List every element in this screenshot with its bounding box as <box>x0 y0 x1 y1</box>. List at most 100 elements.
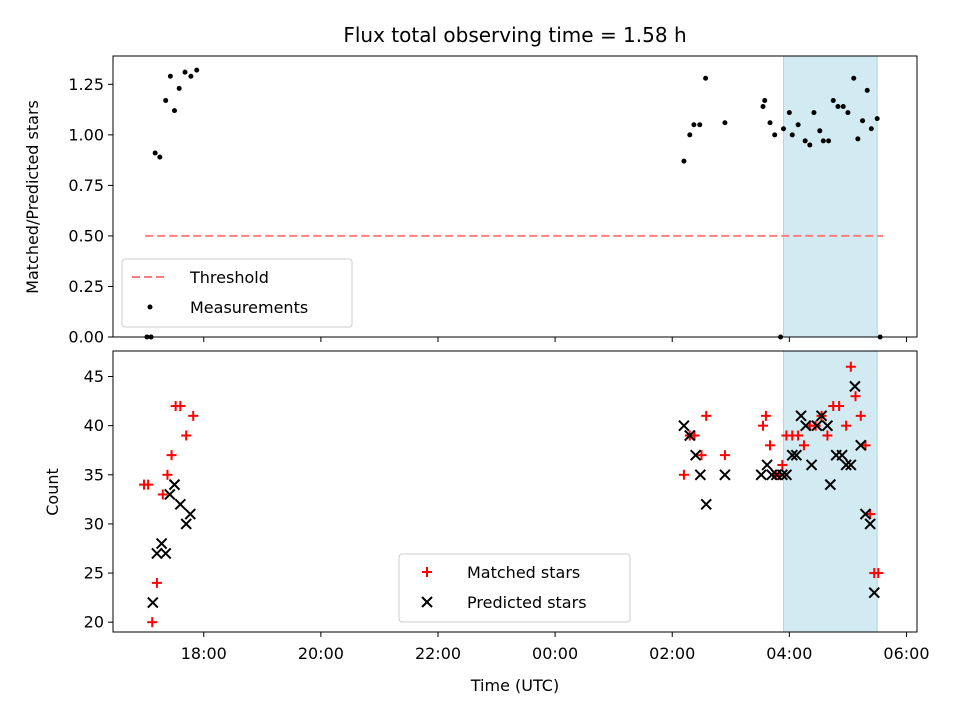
legend-label: Threshold <box>189 268 269 287</box>
data-point <box>864 518 876 530</box>
data-point <box>868 126 874 132</box>
data-point <box>845 110 851 116</box>
data-point <box>780 469 793 481</box>
data-point <box>755 469 767 481</box>
bottom-series-matched-stars <box>139 361 884 628</box>
top-y-tick-label: 1.00 <box>68 125 104 144</box>
data-point <box>786 110 792 116</box>
top-y-tick-label: 0.75 <box>68 176 104 195</box>
bottom-y-tick-label: 20 <box>84 613 104 632</box>
legend-label: Matched stars <box>467 563 580 582</box>
top-y-tick-label: 0.25 <box>68 277 104 296</box>
data-point <box>762 97 768 103</box>
data-point <box>701 410 712 421</box>
bottom-x-tick-label: 00:00 <box>532 644 578 663</box>
bottom-legend: Matched stars Predicted stars <box>398 553 631 623</box>
data-point <box>765 440 776 451</box>
data-point <box>822 430 833 441</box>
data-point <box>855 410 866 421</box>
data-point <box>180 518 192 530</box>
data-point <box>776 469 789 481</box>
data-point <box>841 420 852 431</box>
data-point <box>167 73 173 79</box>
top-shaded-span <box>782 55 878 338</box>
data-point <box>826 138 832 144</box>
data-point <box>176 85 182 91</box>
top-y-axis-label: Matched/Predicted stars <box>23 100 42 294</box>
data-point <box>157 489 168 500</box>
data-point <box>696 450 707 461</box>
data-point <box>868 586 880 599</box>
data-point <box>152 150 158 156</box>
data-point <box>722 120 728 126</box>
bottom-x-tick-label: 20:00 <box>298 644 344 663</box>
data-point <box>143 479 154 490</box>
data-point <box>850 391 861 402</box>
data-point <box>157 154 163 160</box>
data-point <box>830 97 836 103</box>
data-point <box>147 617 158 628</box>
legend-marker-x <box>421 596 433 608</box>
data-point <box>175 401 186 412</box>
data-point <box>845 459 857 471</box>
data-point <box>760 410 771 421</box>
data-point <box>836 449 848 461</box>
data-point <box>703 75 709 81</box>
data-point <box>807 142 813 148</box>
data-point <box>694 469 707 481</box>
data-point <box>194 67 200 73</box>
legend-label: Measurements <box>190 298 308 317</box>
top-y-tick-label: 0.50 <box>68 226 104 245</box>
data-point <box>840 459 852 471</box>
bottom-x-tick-label: 18:00 <box>181 644 227 663</box>
data-point <box>766 469 778 481</box>
data-point <box>860 118 866 124</box>
data-point <box>155 537 168 550</box>
bottom-y-tick-label: 25 <box>84 564 104 583</box>
data-point <box>849 380 861 393</box>
data-point <box>824 478 837 491</box>
data-point <box>777 459 788 470</box>
top-axes-frame <box>112 55 918 338</box>
data-point <box>864 87 870 93</box>
data-point <box>163 97 169 103</box>
data-point <box>719 469 731 481</box>
data-point <box>188 73 194 79</box>
data-point <box>181 430 192 441</box>
data-point <box>678 419 690 432</box>
data-point <box>817 128 823 134</box>
data-point <box>855 136 861 142</box>
top-y-tick-label: 0.00 <box>68 328 104 347</box>
data-point <box>772 132 778 138</box>
data-point <box>835 104 841 110</box>
chart-title: Flux total observing time = 1.58 h <box>343 23 686 47</box>
data-point <box>691 122 697 128</box>
data-point <box>164 488 176 501</box>
data-point <box>757 420 768 431</box>
data-point <box>700 498 712 510</box>
x-axis-label: Time (UTC) <box>470 676 559 695</box>
data-point <box>151 547 163 560</box>
data-point <box>795 410 807 422</box>
bottom-y-tick-label: 30 <box>84 514 104 533</box>
data-point <box>855 439 867 452</box>
data-point <box>678 469 689 480</box>
bottom-y-tick-label: 35 <box>84 465 104 484</box>
data-point <box>719 450 730 461</box>
data-point <box>851 75 857 81</box>
data-point <box>151 577 162 588</box>
data-point <box>681 158 687 164</box>
data-point <box>859 508 872 520</box>
bottom-axes-frame <box>112 350 918 633</box>
data-point <box>834 401 845 412</box>
top-legend: Threshold Measurements <box>121 258 353 328</box>
bottom-series-predicted-stars <box>147 380 880 609</box>
top-series-measurements <box>144 67 883 340</box>
data-point <box>159 547 172 560</box>
data-point <box>697 122 703 128</box>
data-point <box>800 419 812 432</box>
data-point <box>795 122 801 128</box>
data-point <box>793 430 804 441</box>
data-point <box>174 498 187 510</box>
